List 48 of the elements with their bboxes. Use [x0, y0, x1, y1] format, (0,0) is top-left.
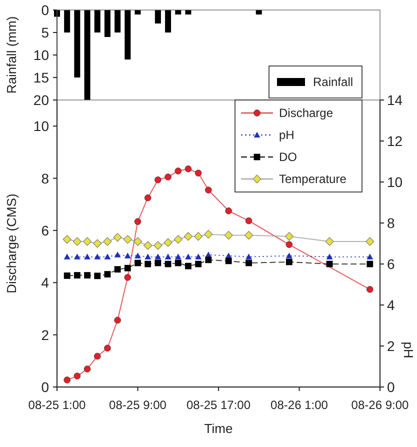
point	[114, 316, 121, 324]
y-axis-title: Discharge (CMS)	[4, 194, 19, 294]
x-tick-label: 08-25 1:00	[28, 398, 86, 412]
y-tick-label: 2	[41, 326, 50, 343]
point	[154, 176, 162, 184]
y2-tick-label: 12	[387, 133, 403, 149]
legend-label: Discharge	[279, 106, 334, 120]
point	[184, 165, 192, 172]
x-tick-label: 08-25 17:00	[186, 398, 251, 412]
point	[124, 274, 132, 281]
x-axis-title: Time	[204, 421, 233, 436]
y-tick-label: 20	[33, 92, 50, 108]
legend-label: DO	[279, 150, 297, 164]
y-tick-label: 10	[33, 118, 50, 134]
y-tick-label: 4	[41, 274, 50, 291]
legend-label: Temperature	[279, 172, 347, 186]
y2-tick-label: 14	[387, 92, 403, 108]
point	[94, 352, 101, 360]
y2-tick-label: 10	[387, 174, 403, 190]
point	[194, 170, 202, 176]
point	[205, 186, 212, 194]
y-tick-label: 8	[41, 170, 50, 186]
y2-tick-label: 6	[387, 256, 395, 272]
legend-label: Rainfall	[313, 75, 354, 89]
legend-label: pH	[279, 128, 294, 142]
y-tick-label: 15	[33, 70, 50, 86]
point	[174, 168, 182, 174]
point	[74, 372, 81, 380]
x-tick-label: 08-25 9:00	[109, 398, 167, 412]
point	[144, 194, 152, 202]
y-tick-label: 0	[41, 2, 50, 18]
y-tick-label: 10	[33, 47, 50, 63]
x-tick-label: 08-26 9:00	[351, 398, 410, 412]
y2-tick-label: 2	[387, 338, 395, 354]
y-tick-label: 6	[41, 222, 50, 238]
y-tick-label: 5	[41, 24, 50, 40]
y2-tick-label: 0	[387, 379, 395, 395]
y-axis-title: Rainfall (mm)	[4, 16, 19, 94]
point	[134, 218, 142, 225]
point	[64, 376, 70, 384]
x-tick-label: 08-26 1:00	[270, 398, 328, 412]
y2-tick-label: 8	[387, 215, 395, 231]
point	[84, 366, 91, 372]
point	[104, 344, 111, 352]
point	[164, 174, 172, 180]
y2-axis-title: pH	[401, 342, 416, 358]
y-tick-label: 0	[41, 379, 50, 395]
y2-tick-label: 4	[387, 297, 395, 313]
